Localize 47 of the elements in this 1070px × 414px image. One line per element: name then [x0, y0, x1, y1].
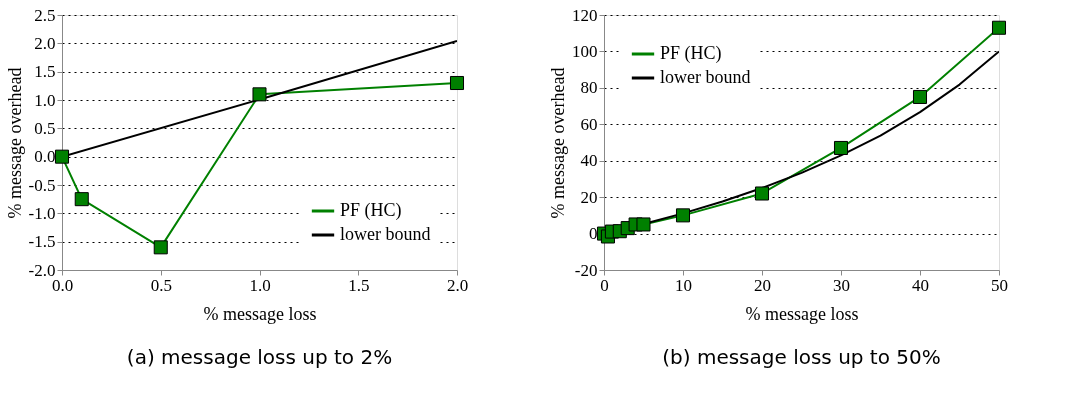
y-tick-label: -20	[574, 260, 598, 280]
y-tick-label: -0.5	[28, 175, 56, 195]
y-axis-title: % message overhead	[548, 67, 568, 219]
point	[636, 217, 651, 232]
y-axis-title: % message overhead	[4, 67, 25, 219]
point	[833, 140, 849, 155]
point	[912, 89, 928, 104]
y-tick-label: 1.5	[34, 62, 56, 82]
y-tick-label: -1.5	[28, 232, 56, 252]
x-tick-label: 2.0	[446, 275, 469, 295]
point	[449, 75, 465, 91]
point	[54, 149, 70, 164]
x-tick-label: 20	[754, 275, 771, 295]
legend-label: PF (HC)	[660, 43, 722, 64]
y-tick-label: 120	[572, 5, 598, 25]
point	[252, 87, 267, 102]
legend-label: lower bound	[340, 224, 431, 244]
point	[153, 240, 168, 255]
point	[675, 208, 691, 223]
x-tick-label: 50	[991, 275, 1008, 295]
y-tick-label: 0.0	[34, 147, 56, 167]
text: (a) message loss up to 2%	[126, 345, 393, 369]
point	[991, 20, 1007, 35]
x-tick-label: 30	[833, 275, 850, 295]
y-tick-label: 2.0	[34, 33, 56, 53]
y-tick-label: 0	[589, 224, 598, 244]
y-tick-label: 2.5	[34, 5, 56, 25]
x-axis-title: % message loss	[203, 303, 317, 324]
legend-label: lower bound	[660, 67, 751, 87]
y-tick-label: 20	[580, 187, 598, 207]
y-tick-label: 80	[580, 78, 598, 98]
x-tick-label: 0.5	[150, 275, 172, 295]
y-tick-label: 1.0	[34, 90, 56, 110]
point	[74, 192, 89, 207]
y-tick-label: -1.0	[28, 203, 56, 223]
x-tick-label: 1.0	[249, 275, 271, 295]
y-tick-label: 40	[580, 151, 598, 171]
x-tick-label: 10	[675, 275, 692, 295]
x-tick-label: 1.5	[348, 275, 370, 295]
y-tick-label: 60	[580, 114, 598, 134]
x-axis-title: % message loss	[745, 303, 859, 324]
y-tick-label: 0.5	[34, 118, 56, 138]
x-tick-label: 40	[912, 275, 929, 295]
y-tick-label: 100	[572, 41, 598, 61]
text: (b) message loss up to 50%	[662, 345, 941, 369]
point	[754, 186, 770, 201]
legend-label: PF (HC)	[340, 200, 402, 221]
